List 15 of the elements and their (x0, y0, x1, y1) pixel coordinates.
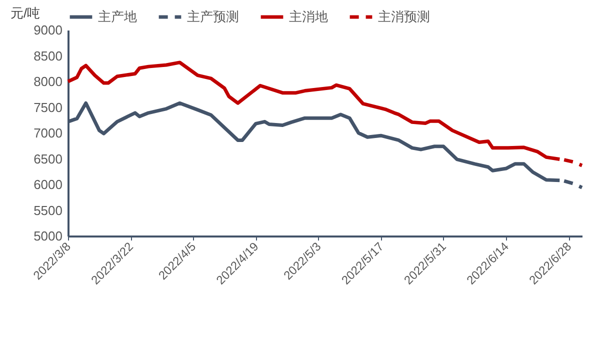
y-tick-label: 8000 (34, 74, 62, 89)
line-series (66, 60, 562, 162)
legend-label: 主消预测 (378, 9, 430, 24)
y-tick-label: 7000 (34, 126, 62, 140)
y-tick-label: 5500 (34, 202, 62, 218)
y-tick-label: 6000 (34, 177, 62, 192)
legend-label: 主产预测 (187, 9, 239, 24)
legend-label: 主消地 (289, 9, 328, 24)
y-tick-label: 9000 (34, 22, 62, 38)
y-tick-label: 8500 (34, 48, 62, 64)
y-tick-label: 7500 (34, 100, 62, 115)
y-axis-title: 元/吨 (10, 6, 40, 20)
y-tick-label: 5000 (34, 228, 62, 244)
legend-label: 主产地 (98, 9, 137, 24)
y-tick-label: 6500 (34, 151, 62, 166)
